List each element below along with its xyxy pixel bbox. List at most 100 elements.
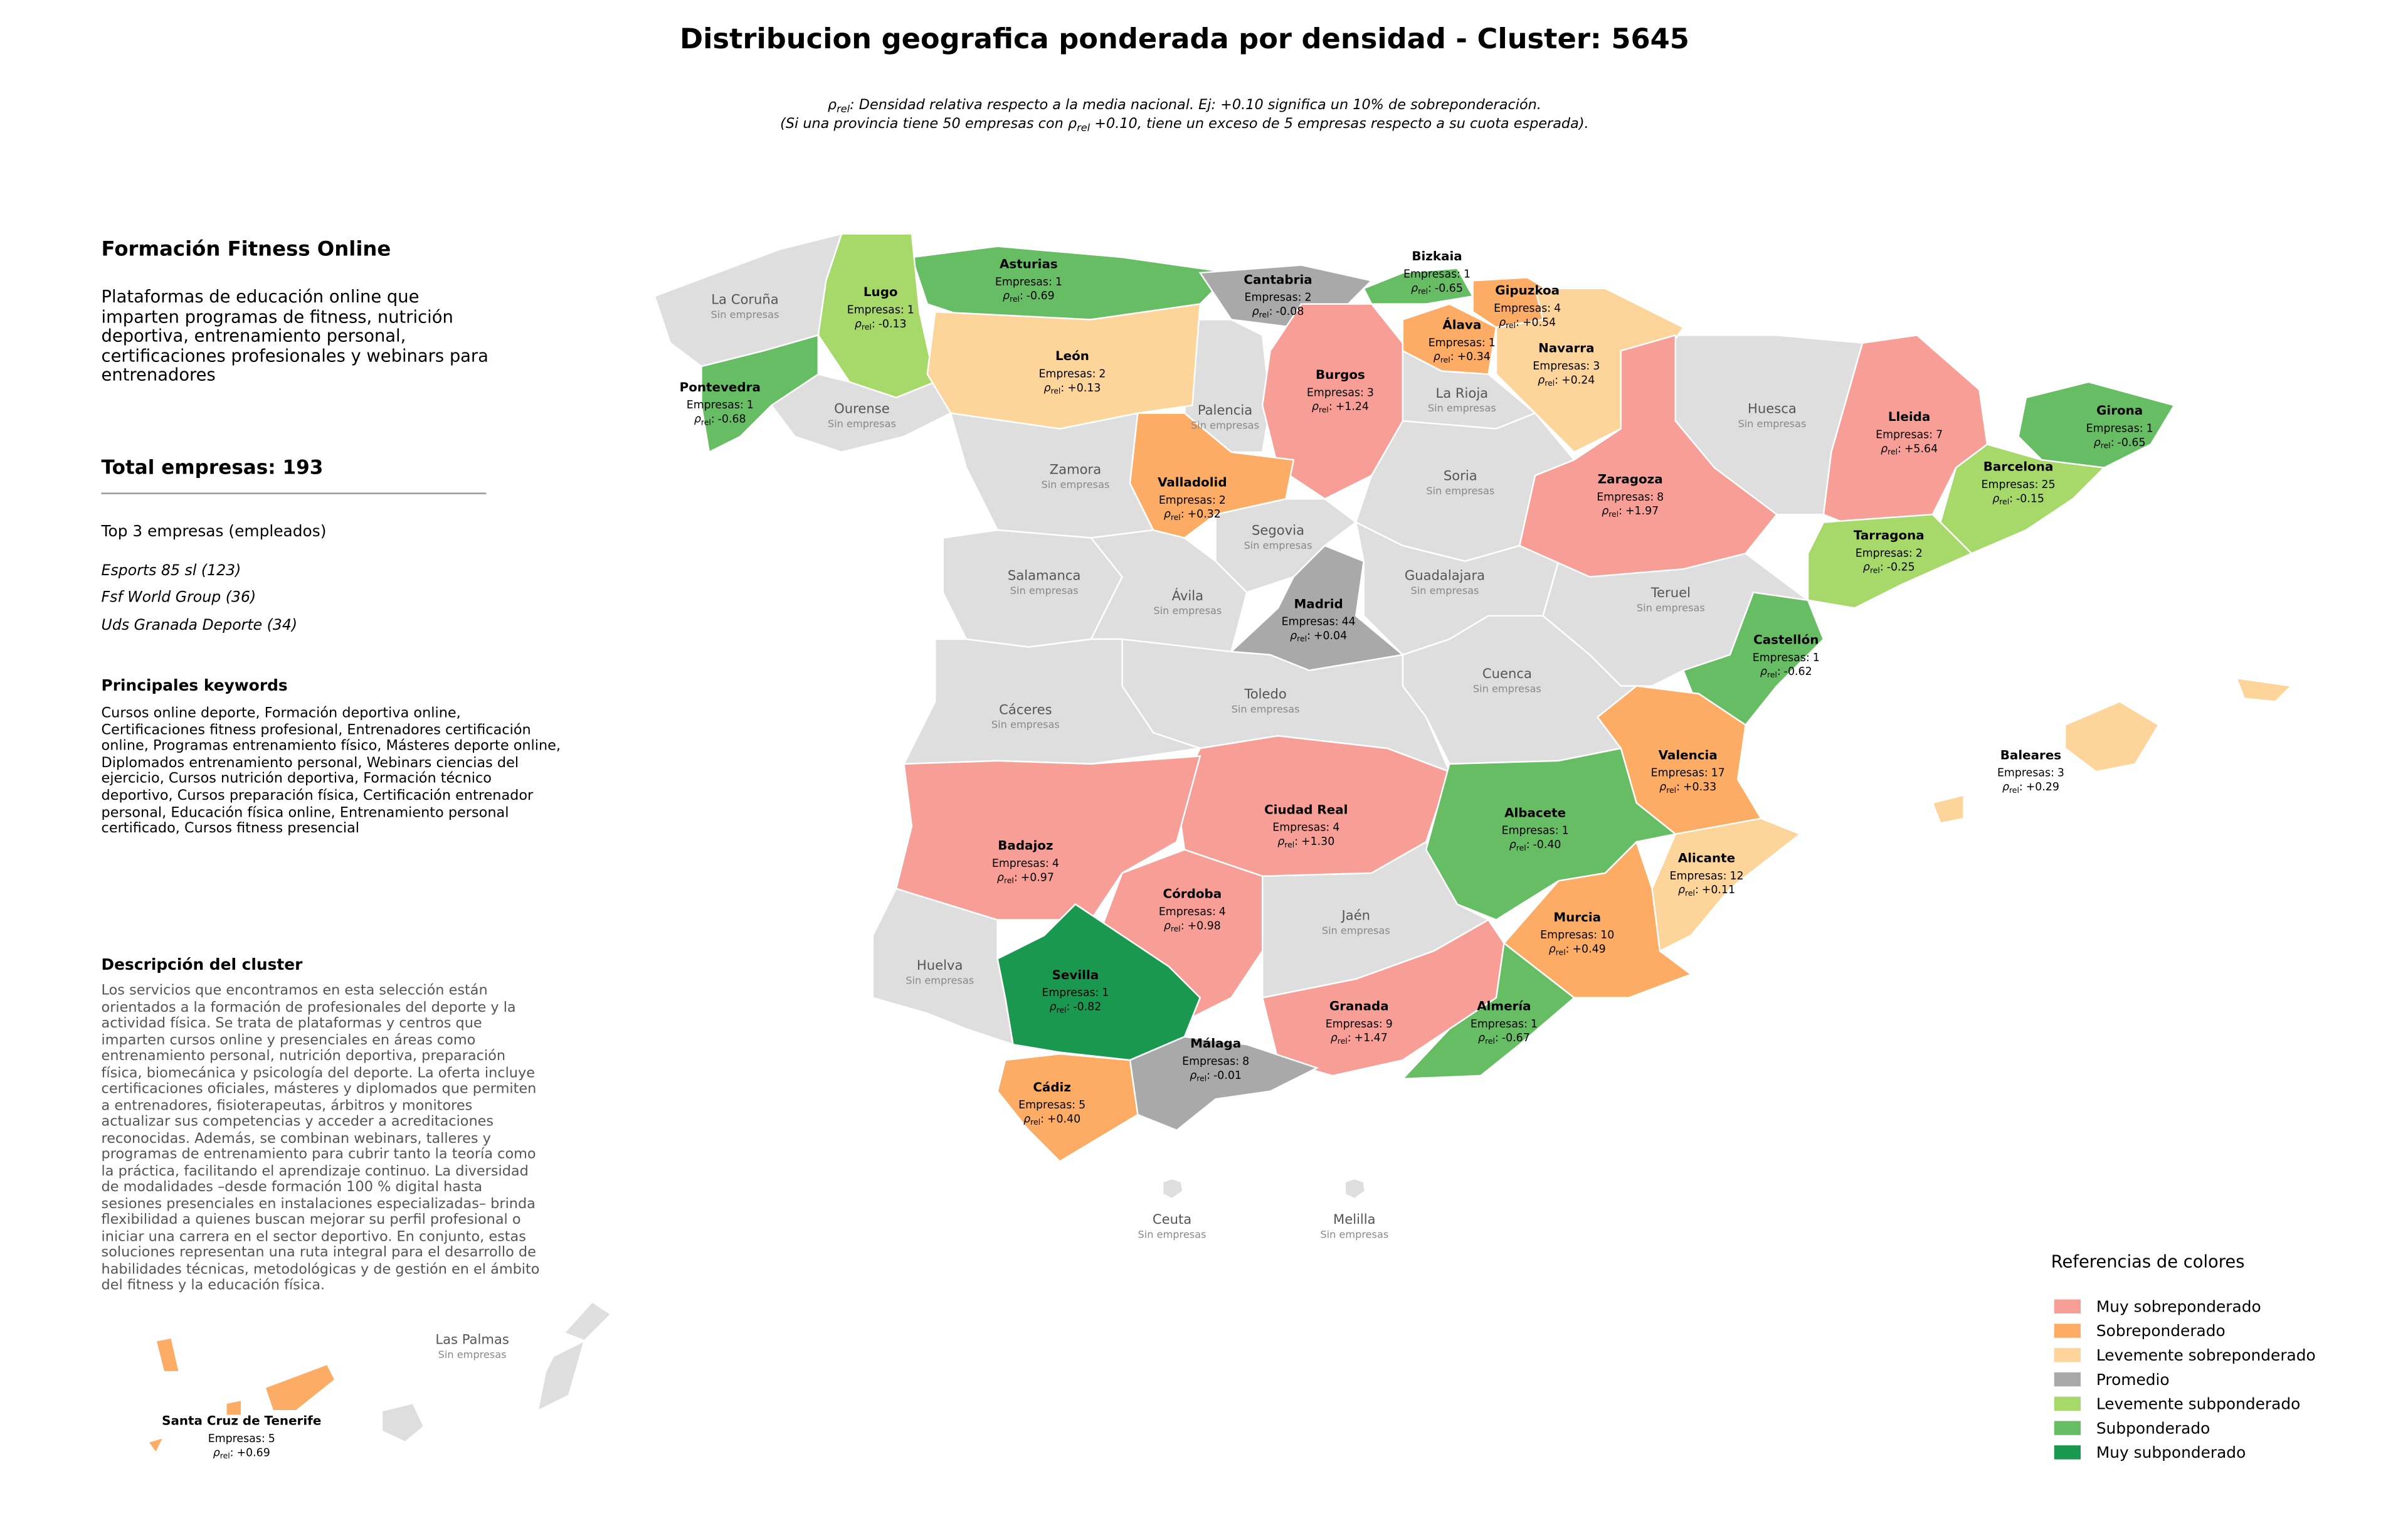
cluster-text: Los servicios que encontramos en esta se… [101,984,540,1294]
rho-sub: rel [2009,785,2019,795]
province-name: Asturias [1000,257,1058,271]
rho-value: +0.11 [1702,884,1735,896]
province-rho: ρrel: +5.64 [1881,443,1938,457]
count-label: Empresas: [847,304,904,317]
count-label: Empresas: [1502,825,1559,837]
province-empty: Sin empresas [1041,479,1109,491]
province-name: Navarra [1538,341,1594,356]
province-shape [1161,1177,1184,1200]
legend-swatch [2054,1445,2081,1460]
province-rho: ρrel: -0.82 [1050,1001,1102,1015]
rho-symbol: ρ [1538,374,1545,386]
rho-colon: : [1526,839,1530,851]
province-count: Empresas: 1 [1403,268,1471,280]
rho-colon: : [1777,666,1781,678]
province-count: Empresas: 1 [1428,337,1496,349]
province-name: Toledo [1244,686,1286,701]
province-rho: ρrel: -0.40 [1509,839,1561,852]
province-name: Sevilla [1052,968,1099,982]
province-count: Empresas: 8 [1182,1056,1249,1068]
legend-label: Subponderado [2096,1419,2210,1437]
rho-sub: rel [1284,840,1294,849]
province-rho: ρrel: +0.34 [1434,351,1491,364]
province-empty: Sin empresas [1322,925,1390,936]
count-label: Empresas: [208,1433,265,1445]
province-rho: ρrel: +0.24 [1538,374,1595,388]
count-label: Empresas: [1018,1099,1075,1112]
province-shape [817,233,936,399]
province-empty: Sin empresas [1153,605,1222,617]
legend-label: Levemente subponderado [2096,1395,2300,1413]
count-value: 2 [1916,547,1923,560]
count-value: 7 [1936,428,1943,441]
province-name: Cáceres [999,701,1052,717]
province-shape [700,334,820,454]
province-name: Granada [1329,999,1389,1014]
province-rho: ρrel: +0.29 [2002,781,2059,795]
rho-sub: rel [1259,310,1269,319]
legend-swatch [2054,1348,2081,1362]
rho-value: +1.24 [1336,401,1369,413]
rho-sub: rel [1999,497,2009,506]
count-value: 3 [2057,767,2064,780]
rho-symbol: ρ [1509,839,1516,851]
province-name: Zaragoza [1598,472,1663,486]
province-name: Ciudad Real [1264,802,1348,817]
rho-symbol: ρ [1050,1001,1057,1014]
province-rho: ρrel: +0.69 [213,1446,270,1460]
province-shape [872,888,1015,1046]
province-count: Empresas: 7 [1876,428,1943,441]
note-text: : Densidad relativa respecto a la media … [850,97,1541,113]
rho-symbol: ρ [1478,1032,1485,1044]
province-shape [1931,793,1965,824]
rho-value: -0.67 [1502,1032,1530,1044]
count-label: Empresas: [1533,360,1590,373]
rho-colon: : [2111,437,2115,449]
rho-colon: : [1695,884,1699,896]
rho-symbol: ρ [997,871,1004,884]
province-empty: Sin empresas [1473,683,1541,695]
province-name: Badajoz [998,839,1053,853]
province-empty: Sin empresas [828,418,896,430]
province-name: Huelva [917,957,963,973]
province-empty: Sin empresas [991,719,1060,731]
province-count: Empresas: 3 [1533,360,1600,373]
rho-symbol: ρ [855,318,862,331]
count-label: Empresas: [1471,1018,1528,1031]
rho-symbol: ρ [1164,920,1171,932]
rho-colon: : [1060,382,1064,395]
province-rho: ρrel: +0.49 [1549,943,1606,957]
province-rho: ρrel: +1.24 [1312,401,1369,415]
province-empty: Sin empresas [711,309,779,321]
province-name: Cantabria [1244,272,1312,287]
province-rho: ρrel: +1.30 [1277,836,1334,849]
rho-colon: : [1450,351,1454,363]
top-item: Esports 85 sl (123) [101,563,241,580]
province-empty: Sin empresas [1320,1228,1388,1240]
province-name: Almería [1477,999,1531,1014]
count-label: Empresas: [1326,1018,1383,1031]
province-name: Albacete [1504,805,1566,820]
keywords-title: Principales keywords [101,678,288,696]
count-value: 10 [1600,929,1614,942]
count-value: 1 [1562,825,1569,837]
rho-sub: rel [837,103,850,115]
rho-sub: rel [220,1451,230,1460]
rho-sub: rel [1196,1074,1207,1083]
rho-symbol: ρ [1678,884,1685,896]
province-name: Jaén [1341,907,1371,923]
province-name: Gipuzkoa [1495,284,1560,298]
province-name: Murcia [1553,910,1601,925]
count-value: 5 [1079,1099,1085,1112]
rho-value: -0.65 [2118,437,2146,449]
province-rho: ρrel: +0.40 [1023,1113,1080,1127]
province-shape [225,1399,243,1416]
province-count: Empresas: 5 [1018,1099,1085,1112]
province-rho: ρrel: +0.04 [1290,630,1347,644]
rho-sub: rel [1666,785,1676,795]
rho-value: +0.13 [1067,382,1101,395]
province-rho: ρrel: +0.33 [1659,781,1716,795]
count-value: 25 [2042,479,2056,491]
